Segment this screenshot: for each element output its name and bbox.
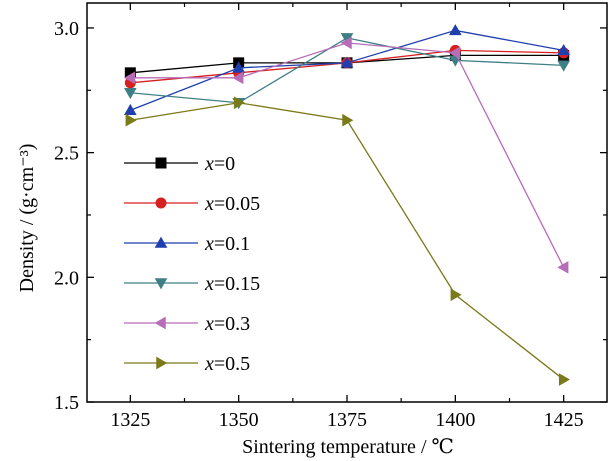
x-tick-label: 1400 bbox=[435, 409, 475, 431]
y-tick-label: 3.0 bbox=[54, 18, 79, 40]
legend-marker bbox=[155, 157, 167, 169]
data-point bbox=[125, 113, 137, 127]
data-point bbox=[450, 288, 462, 302]
legend-label: x=0.15 bbox=[204, 273, 260, 295]
legend-label: x=0 bbox=[204, 153, 235, 175]
data-point bbox=[340, 36, 352, 50]
legend-label: x=0.3 bbox=[204, 313, 250, 335]
legend-label: x=0.5 bbox=[204, 353, 250, 375]
legend-marker bbox=[154, 316, 166, 330]
data-point bbox=[124, 67, 136, 79]
series-x=0.1 bbox=[124, 24, 570, 115]
legend-marker bbox=[154, 236, 168, 248]
y-axis-title: Density / (g·cm⁻³) bbox=[16, 144, 38, 293]
series-x=0.3 bbox=[124, 36, 569, 274]
data-point bbox=[233, 96, 245, 110]
legend-label: x=0.1 bbox=[204, 233, 250, 255]
legend-label: x=0.05 bbox=[204, 193, 260, 215]
legend-marker bbox=[156, 356, 168, 370]
x-tick-label: 1350 bbox=[219, 409, 259, 431]
data-point bbox=[232, 71, 244, 85]
data-point bbox=[124, 103, 137, 115]
legend-item: x=0.3 bbox=[124, 313, 250, 335]
legend-item: x=0.5 bbox=[124, 353, 250, 375]
legend-item: x=0.05 bbox=[124, 193, 260, 215]
data-point bbox=[124, 71, 136, 85]
series-line bbox=[130, 37, 564, 104]
data-point bbox=[340, 33, 354, 45]
legend-item: x=0.15 bbox=[124, 273, 260, 295]
x-tick-label: 1375 bbox=[327, 409, 367, 431]
y-tick-label: 2.5 bbox=[54, 143, 79, 165]
data-point bbox=[558, 373, 570, 386]
series-x=0.5 bbox=[125, 96, 570, 386]
legend: x=0 x=0.05 x=0.1 x=0.15 x=0.3 x=0.5 bbox=[124, 153, 260, 375]
data-point bbox=[124, 88, 137, 100]
y-tick-label: 1.5 bbox=[54, 392, 79, 414]
data-point bbox=[340, 56, 354, 68]
data-point bbox=[557, 44, 570, 56]
data-point bbox=[342, 113, 354, 127]
legend-marker bbox=[154, 278, 168, 290]
data-point bbox=[557, 261, 569, 274]
x-tick-label: 1325 bbox=[110, 409, 150, 431]
data-point bbox=[557, 60, 570, 72]
data-point bbox=[449, 24, 462, 36]
data-point bbox=[449, 46, 461, 60]
y-tick-label: 2.0 bbox=[54, 267, 79, 289]
legend-item: x=0.1 bbox=[124, 233, 250, 255]
x-axis-title: Sintering temperature / ℃ bbox=[242, 436, 454, 458]
series-line bbox=[130, 102, 565, 381]
x-tick-label: 1425 bbox=[544, 409, 584, 431]
legend-item: x=0 bbox=[124, 153, 235, 175]
legend-marker bbox=[155, 197, 167, 209]
data-point bbox=[232, 61, 245, 73]
